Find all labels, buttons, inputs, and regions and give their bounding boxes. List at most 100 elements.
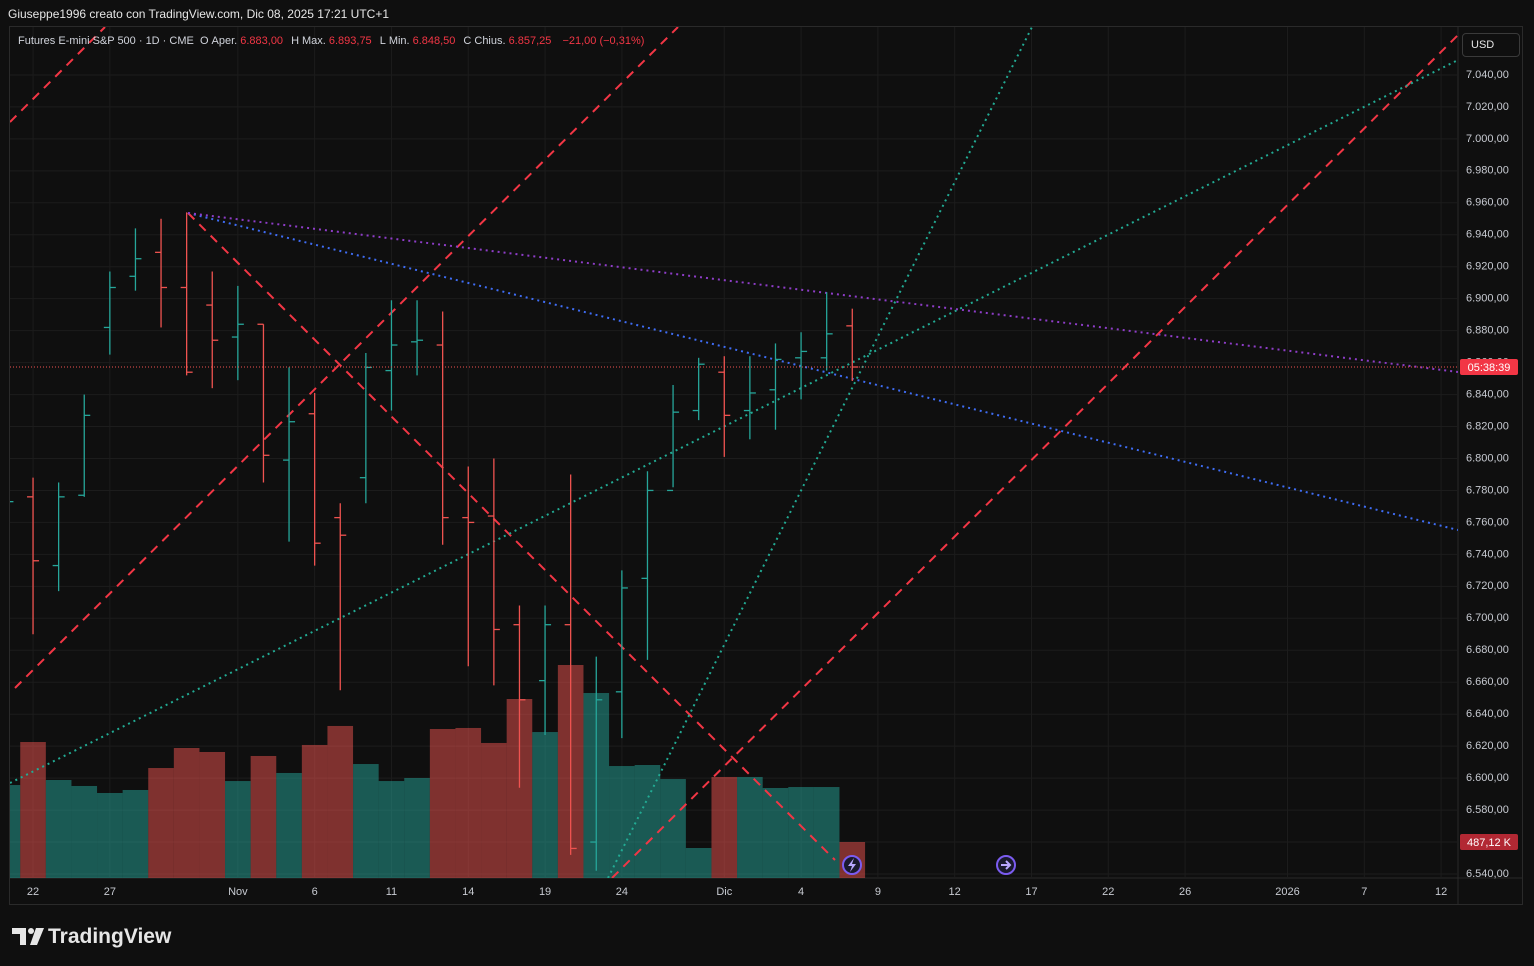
x-tick-label: 7 bbox=[1361, 886, 1367, 898]
trend-line bbox=[611, 34, 1458, 878]
volume-bar bbox=[148, 768, 174, 878]
legend-key: O bbox=[199, 35, 209, 47]
y-tick-label: 6.940,00 bbox=[1466, 229, 1509, 241]
last-price-badge bbox=[1460, 359, 1518, 376]
volume-bar bbox=[429, 729, 456, 878]
y-tick-label: 6.740,00 bbox=[1466, 548, 1509, 560]
volume-bar bbox=[45, 779, 72, 878]
y-tick-label: 6.660,00 bbox=[1466, 676, 1509, 688]
legend-value: 6.848,50 bbox=[412, 35, 456, 47]
y-tick-label: 6.540,00 bbox=[1466, 868, 1509, 880]
volume-bar bbox=[788, 787, 814, 878]
event-icon[interactable] bbox=[842, 855, 862, 875]
legend-name: Min. bbox=[388, 35, 410, 47]
brand: TradingView bbox=[48, 925, 172, 948]
axes: 6.540,006.560,006.580,006.600,006.620,00… bbox=[27, 69, 1518, 898]
x-tick-label: 9 bbox=[875, 886, 881, 898]
volume-bar bbox=[97, 793, 123, 878]
volume-bar bbox=[532, 732, 558, 878]
x-tick-label: 24 bbox=[616, 886, 628, 898]
legend-key: H bbox=[291, 35, 300, 47]
volume-bar bbox=[353, 764, 379, 878]
countdown: 05:38:39 bbox=[1468, 362, 1511, 374]
trend-line bbox=[187, 212, 1458, 531]
x-tick-label: 27 bbox=[104, 886, 116, 898]
y-tick-label: 7.040,00 bbox=[1466, 69, 1509, 81]
chart-frame bbox=[9, 26, 1523, 905]
y-tick-label: 6.580,00 bbox=[1466, 804, 1509, 816]
x-tick-label: 2026 bbox=[1275, 886, 1299, 898]
x-tick-label: 11 bbox=[386, 886, 397, 898]
trend-line bbox=[607, 27, 1033, 878]
brand-logo bbox=[12, 928, 44, 945]
drawings bbox=[10, 27, 1458, 878]
y-tick-label: 6.820,00 bbox=[1466, 420, 1509, 432]
y-tick-label: 6.780,00 bbox=[1466, 484, 1509, 496]
y-tick-label: 6.800,00 bbox=[1466, 452, 1509, 464]
y-tick-label: 7.020,00 bbox=[1466, 101, 1509, 113]
trend-line bbox=[10, 27, 106, 123]
x-tick-label: 26 bbox=[1179, 886, 1191, 898]
legend-name: Max. bbox=[302, 35, 326, 47]
y-tick-label: 6.600,00 bbox=[1466, 772, 1509, 784]
legend-name: Chius. bbox=[474, 35, 506, 47]
volume-bar bbox=[122, 789, 149, 878]
y-tick-label: 6.720,00 bbox=[1466, 580, 1509, 592]
volume-bar bbox=[455, 727, 482, 878]
candles bbox=[10, 212, 1458, 871]
y-tick-label: 6.620,00 bbox=[1466, 740, 1509, 752]
volume-bar bbox=[199, 751, 226, 878]
symbol: Futures E-mini S&P 500 · 1D · CME bbox=[18, 35, 194, 47]
credit: Giuseppe1996 creato con TradingView.com,… bbox=[8, 7, 390, 21]
volume-label: 487,12 K bbox=[1467, 837, 1512, 849]
legend-value: 6.857,25 bbox=[508, 35, 552, 47]
y-tick-label: 6.640,00 bbox=[1466, 708, 1509, 720]
legend-name: Aper. bbox=[211, 35, 238, 47]
volume-bar bbox=[404, 778, 430, 878]
x-tick-label: 4 bbox=[798, 886, 804, 898]
volume-bar bbox=[634, 764, 661, 878]
volume-bar bbox=[250, 755, 277, 878]
legend-value: 6.883,00 bbox=[240, 35, 284, 47]
x-tick-label: 22 bbox=[1102, 886, 1114, 898]
volume-bar bbox=[762, 787, 789, 878]
legend-key: C bbox=[463, 35, 472, 47]
event-icon[interactable] bbox=[996, 855, 1016, 875]
y-tick-label: 6.900,00 bbox=[1466, 293, 1509, 305]
volume bbox=[10, 665, 866, 878]
legend-items: O Aper. 6.883,00 H Max. 6.893,75 L Min. 6.848,50… bbox=[200, 35, 559, 47]
trend-line bbox=[14, 27, 679, 689]
currency-button[interactable]: USD bbox=[1462, 33, 1520, 57]
x-tick-label: 6 bbox=[312, 886, 318, 898]
volume-bar bbox=[737, 776, 763, 878]
volume-bar bbox=[225, 781, 251, 878]
y-tick-label: 6.980,00 bbox=[1466, 165, 1509, 177]
y-tick-label: 6.840,00 bbox=[1466, 388, 1509, 400]
volume-bar bbox=[20, 742, 46, 878]
volume-bar bbox=[276, 772, 302, 878]
ohlc-legend: Futures E-mini S&P 500 · 1D · CME O Aper.… bbox=[18, 35, 652, 47]
volume-bar bbox=[481, 742, 507, 878]
x-tick-label: 12 bbox=[949, 886, 961, 898]
volume-badge bbox=[1460, 833, 1518, 850]
trend-line bbox=[187, 212, 836, 861]
volume-bar bbox=[173, 747, 200, 878]
y-tick-label: 6.880,00 bbox=[1466, 325, 1509, 337]
volume-bar bbox=[609, 766, 635, 878]
legend-value: 6.893,75 bbox=[328, 35, 372, 47]
volume-bar bbox=[711, 776, 738, 878]
volume-bar bbox=[813, 787, 840, 878]
y-tick-label: 6.960,00 bbox=[1466, 197, 1509, 209]
volume-bar bbox=[327, 725, 354, 878]
x-tick-label: 12 bbox=[1435, 886, 1447, 898]
volume-bar bbox=[71, 785, 98, 878]
y-tick-label: 6.700,00 bbox=[1466, 612, 1509, 624]
volume-bar bbox=[685, 847, 712, 878]
volume-bar bbox=[378, 781, 405, 878]
x-tick-label: 14 bbox=[462, 886, 474, 898]
volume-bar bbox=[10, 785, 21, 878]
x-tick-label: Nov bbox=[228, 886, 248, 898]
volume-bar bbox=[660, 779, 686, 878]
